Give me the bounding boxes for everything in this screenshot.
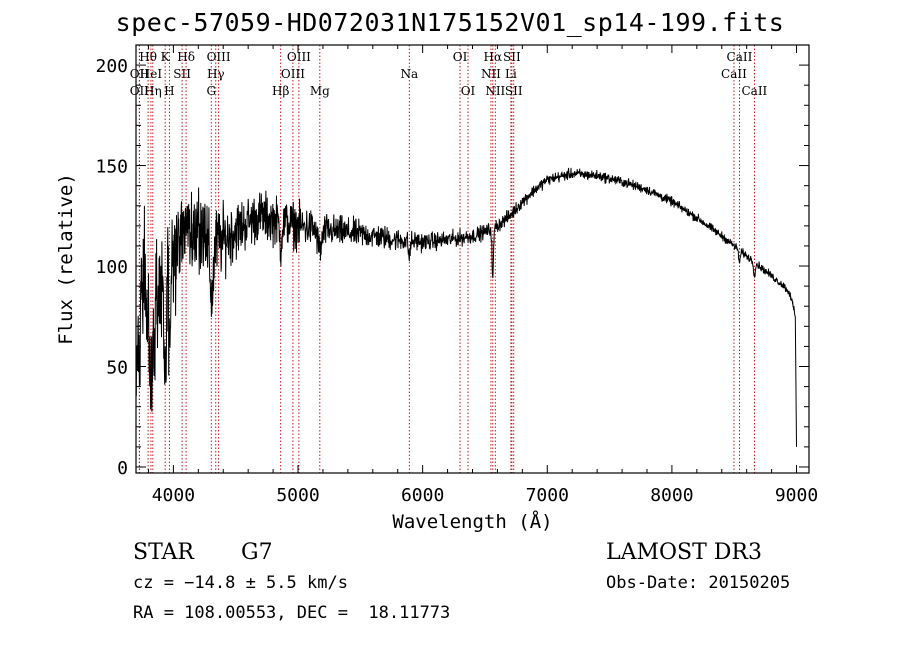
line-label: H (164, 84, 174, 98)
line-label: NII (481, 67, 501, 81)
spectrum-line (135, 167, 797, 447)
line-markers (138, 45, 755, 473)
x-tick-label: 8000 (650, 485, 693, 506)
line-label: OII (130, 67, 150, 81)
x-tick-label: 5000 (276, 485, 319, 506)
line-label: Hη (144, 84, 162, 98)
y-tick-label: 50 (106, 358, 128, 379)
line-label: CaII (741, 84, 767, 98)
line-label: OII (130, 84, 150, 98)
line-label: CaII (727, 50, 753, 64)
line-label: SII (505, 84, 523, 98)
y-tick-label: 150 (95, 157, 128, 178)
y-tick-label: 200 (95, 56, 128, 77)
line-label: OIII (207, 50, 231, 64)
x-tick-label: 6000 (401, 485, 444, 506)
y-axis-label: Flux (relative) (55, 173, 77, 345)
x-tick-label: 7000 (526, 485, 569, 506)
line-label: Hδ (177, 50, 195, 64)
line-label: Hθ (139, 50, 157, 64)
survey-name: LAMOST DR3 (606, 540, 762, 565)
line-label: OIII (287, 50, 311, 64)
line-label: G (206, 84, 216, 98)
line-label: CaII (721, 67, 747, 81)
y-tick-label: 0 (117, 458, 128, 479)
x-tick-label: 4000 (152, 485, 195, 506)
redshift-text: cz = −14.8 ± 5.5 km/s (133, 573, 348, 593)
x-axis-label: Wavelength (Å) (392, 510, 552, 533)
line-label: Hβ (272, 84, 289, 98)
line-label: Hα (484, 50, 503, 64)
object-subclass: G7 (241, 540, 273, 565)
line-label: K (161, 50, 171, 64)
coordinates-text: RA = 108.00553, DEC = 18.11773 (133, 603, 451, 623)
line-label: Mg (310, 84, 330, 98)
line-label: Hγ (207, 67, 225, 81)
line-label: SII (503, 50, 521, 64)
plot-frame (135, 44, 810, 474)
line-label: OIII (281, 67, 305, 81)
line-label: OI (461, 84, 476, 98)
chart-title: spec-57059-HD072031N175152V01_sp14-199.f… (115, 8, 785, 37)
line-label: Na (400, 67, 418, 81)
line-label: SII (173, 67, 191, 81)
line-label: Li (505, 67, 517, 81)
line-label: NII (485, 84, 505, 98)
line-label: OI (453, 50, 468, 64)
object-class: STAR (133, 540, 194, 565)
y-tick-label: 100 (95, 257, 128, 278)
axis-ticks: 4000 5000 6000 7000 8000 9000 0 50 100 150 200 (95, 45, 818, 506)
obs-date-text: Obs-Date: 20150205 (606, 573, 791, 593)
line-label: HeI (140, 67, 163, 81)
x-tick-label: 9000 (775, 485, 818, 506)
